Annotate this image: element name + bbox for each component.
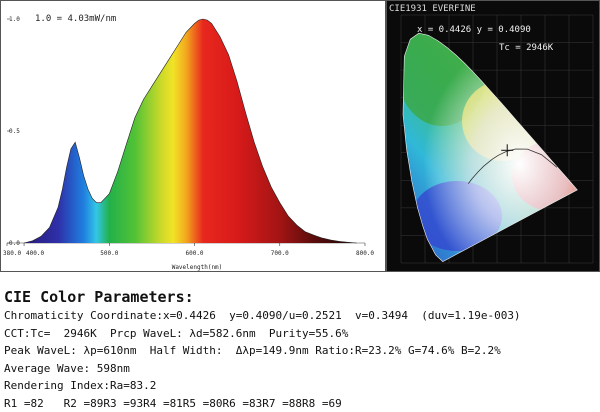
average-wave-line: Average Wave: 598nm xyxy=(4,360,598,378)
spectrum-annotation: 1.0 = 4.03mW/nm xyxy=(35,14,116,24)
spectrum-x-tick-label: 380.0 xyxy=(3,250,21,257)
parameters-title: CIE Color Parameters: xyxy=(4,287,598,307)
spectrum-y-tick-label: 1.0 xyxy=(9,16,20,23)
spectrum-chart: 380.0 400.0 500.0 600.0 700.0 800.0 0.0 0.5 1.0 … xyxy=(1,1,387,273)
cie-cct-label: Tc = 2946K xyxy=(499,43,554,53)
spectrum-x-axis-label: Wavelength(nm) xyxy=(172,264,223,271)
spectrum-y-tick-label: 0.0 xyxy=(9,240,20,247)
spectrum-x-tick-label: 700.0 xyxy=(271,250,289,257)
spectrum-x-tick-label: 500.0 xyxy=(100,250,118,257)
spectrum-area-fill xyxy=(1,1,387,273)
spectrum-chart-panel: 380.0 400.0 500.0 600.0 700.0 800.0 0.0 0.5 1.0 … xyxy=(0,0,386,272)
cie-color-parameters: CIE Color Parameters: Chromaticity Coord… xyxy=(4,287,598,412)
cie-title: CIE1931 EVERFINE xyxy=(389,4,476,14)
cie-chromaticity-diagram: CIE1931 EVERFINE x = 0.4426 y = 0.4090 T… xyxy=(387,1,600,272)
spectrum-x-tick-label: 800.0 xyxy=(356,250,374,257)
r-values-line: R1 =82 R2 =89R3 =93R4 =81R5 =80R6 =83R7 … xyxy=(4,395,598,412)
spectrum-x-tick-label: 600.0 xyxy=(185,250,203,257)
spectrum-x-tick-label: 400.0 xyxy=(26,250,44,257)
chromaticity-coordinate-line: Chromaticity Coordinate:x=0.4426 y=0.409… xyxy=(4,307,598,325)
rendering-index-line: Rendering Index:Ra=83.2 xyxy=(4,377,598,395)
peak-wavelength-line: Peak WaveL: λp=610nm Half Width: Δλp=149… xyxy=(4,342,598,360)
cie-diagram-panel: CIE1931 EVERFINE x = 0.4426 y = 0.4090 T… xyxy=(386,0,600,272)
cct-line: CCT:Tc= 2946K Prcp WaveL: λd=582.6nm Pur… xyxy=(4,325,598,343)
cie-point-label: x = 0.4426 y = 0.4090 xyxy=(417,25,531,35)
spectrum-y-tick-label: 0.5 xyxy=(9,128,20,135)
